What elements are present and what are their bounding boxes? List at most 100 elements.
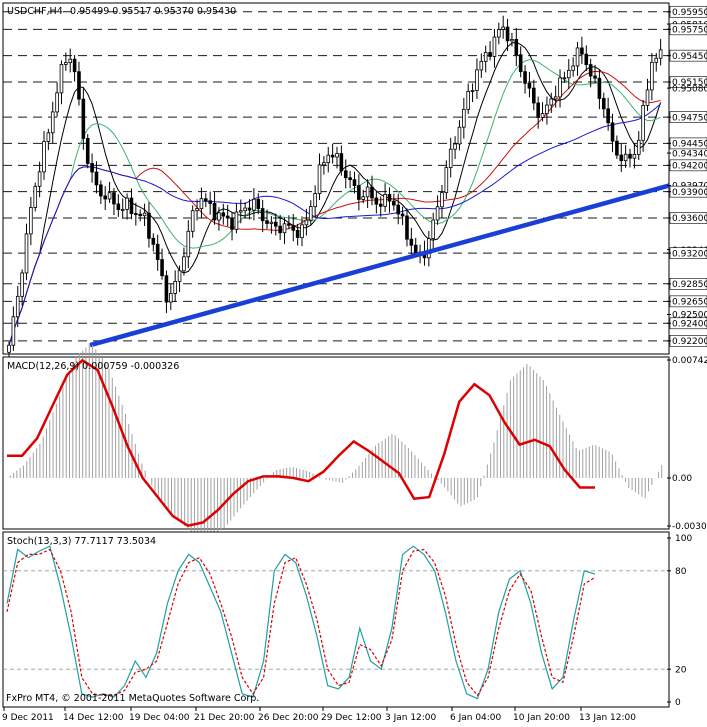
candle bbox=[169, 284, 173, 311]
candle bbox=[252, 188, 256, 221]
candle bbox=[593, 64, 597, 83]
candle bbox=[641, 100, 645, 152]
candle bbox=[427, 230, 431, 267]
candle bbox=[378, 196, 383, 217]
candle bbox=[142, 203, 147, 226]
candle bbox=[383, 183, 387, 212]
candle bbox=[138, 209, 143, 222]
symbol-timeframe: USDCHF,H4 bbox=[7, 6, 63, 17]
candle bbox=[155, 234, 160, 271]
price-tag: 0.95080 bbox=[667, 84, 707, 94]
ma-long-line bbox=[8, 103, 661, 346]
candle bbox=[361, 189, 366, 204]
candle bbox=[343, 159, 348, 189]
price-tag: 0.92500 bbox=[667, 311, 707, 321]
candle bbox=[243, 202, 247, 218]
candle bbox=[532, 79, 536, 111]
candle bbox=[77, 61, 81, 106]
stochastic-tick-label: 0 bbox=[675, 698, 681, 708]
candle bbox=[400, 206, 405, 226]
copyright-footer: FxPro MT4, © 2001-2011 MetaQuotes Softwa… bbox=[6, 693, 259, 704]
price-tag: 0.93200 bbox=[667, 247, 707, 259]
candle bbox=[112, 188, 116, 216]
candle bbox=[470, 83, 475, 103]
price-tag-label: 0.93900 bbox=[672, 188, 707, 198]
candle bbox=[457, 120, 462, 151]
price-axis: 0.959500.958100.957500.954500.951500.950… bbox=[667, 5, 707, 347]
candle bbox=[217, 207, 221, 231]
candle bbox=[523, 65, 527, 94]
price-tag-label: 0.93600 bbox=[672, 214, 707, 224]
candle bbox=[37, 161, 42, 198]
candle bbox=[658, 38, 663, 66]
macd-tick-label: 0.00 bbox=[672, 474, 692, 484]
candle bbox=[304, 208, 309, 236]
price-tag-label: 0.95450 bbox=[672, 52, 707, 62]
candle bbox=[645, 78, 650, 111]
candle bbox=[50, 101, 55, 144]
macd-signal-line bbox=[7, 358, 595, 528]
macd-tick-label: -0.00302 bbox=[672, 522, 707, 532]
stochastic-axis: 100 80 20 0 bbox=[667, 534, 692, 708]
candle bbox=[566, 59, 571, 90]
price-tag-label: 0.94750 bbox=[672, 113, 707, 123]
candle bbox=[527, 71, 532, 98]
candle bbox=[492, 28, 497, 68]
candle bbox=[234, 203, 239, 234]
time-tick-label: 19 Dec 04:00 bbox=[129, 713, 190, 723]
candle bbox=[615, 135, 619, 160]
candle bbox=[330, 143, 335, 164]
time-axis: 9 Dec 2011 14 Dec 12:00 19 Dec 04:00 21 Dec… bbox=[2, 707, 636, 723]
candle bbox=[160, 248, 164, 280]
candle bbox=[173, 270, 177, 303]
candle bbox=[475, 58, 479, 100]
price-tag: 0.94340 bbox=[667, 149, 707, 159]
price-tag: 0.93900 bbox=[667, 185, 707, 198]
price-tag-label: 0.92200 bbox=[672, 337, 707, 347]
candle bbox=[186, 220, 191, 269]
time-tick-label: 14 Dec 12:00 bbox=[63, 713, 124, 723]
candle bbox=[317, 153, 322, 201]
candle bbox=[164, 270, 169, 314]
candle bbox=[518, 46, 523, 78]
candle bbox=[33, 182, 38, 212]
candle bbox=[308, 200, 313, 225]
candle bbox=[313, 185, 317, 219]
candle bbox=[606, 97, 610, 131]
macd-title: MACD(12,26,9) 0.000759 -0.000326 bbox=[7, 361, 179, 372]
candle bbox=[348, 170, 352, 189]
candle bbox=[352, 171, 357, 194]
macd-histogram bbox=[9, 344, 663, 539]
candle bbox=[295, 223, 300, 246]
candle bbox=[545, 96, 549, 125]
time-tick-label: 21 Dec 20:00 bbox=[194, 713, 255, 723]
candle bbox=[120, 198, 125, 219]
candle bbox=[558, 69, 562, 108]
stochastic-panel: 100 80 20 0 Stoch(13,3,3) 77.7117 73.5034 F… bbox=[2, 531, 692, 708]
candle bbox=[238, 199, 243, 224]
candle bbox=[221, 203, 226, 225]
candle bbox=[24, 223, 29, 281]
candle bbox=[409, 227, 414, 257]
stochastic-levels bbox=[3, 570, 669, 670]
candle bbox=[208, 191, 212, 215]
candle bbox=[540, 102, 545, 122]
price-panel: 0.959500.958100.957500.954500.951500.950… bbox=[2, 2, 707, 364]
candle bbox=[571, 57, 575, 77]
candle bbox=[134, 202, 138, 226]
price-candles bbox=[7, 15, 663, 364]
ohlc-values: 0.95499 0.95517 0.95370 0.95430 bbox=[70, 6, 236, 17]
candle bbox=[278, 214, 282, 240]
candle bbox=[370, 175, 374, 206]
candle bbox=[462, 97, 466, 139]
candle bbox=[212, 192, 217, 225]
candle bbox=[59, 60, 64, 105]
candle bbox=[151, 233, 156, 252]
candle bbox=[562, 71, 567, 83]
stochastic-title: Stoch(13,3,3) 77.7117 73.5034 bbox=[7, 536, 156, 547]
candle bbox=[247, 199, 252, 220]
time-tick-label: 29 Dec 12:00 bbox=[321, 713, 382, 723]
trendline[interactable] bbox=[89, 183, 670, 348]
